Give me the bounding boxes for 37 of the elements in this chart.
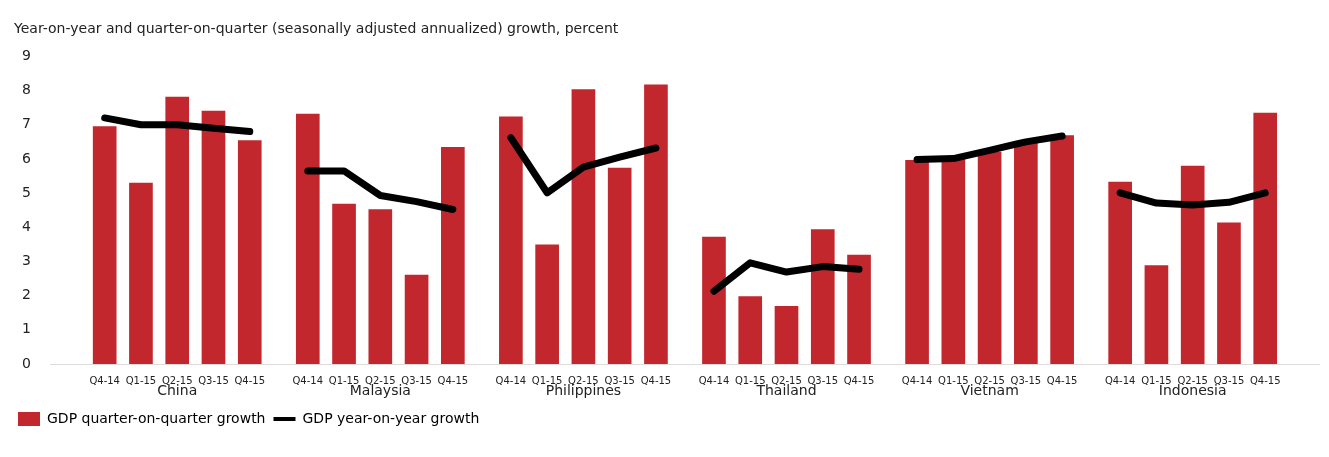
x-tick-label: Q2-15 (974, 374, 1005, 386)
x-tick-label: Q3-15 (1213, 374, 1245, 386)
x-tick-label: Q4-14 (89, 374, 120, 386)
x-tick-label: Q4-15 (1046, 374, 1078, 386)
x-tick-label: Q2-15 (1177, 374, 1208, 386)
y-tick-label: 9 (21, 47, 31, 64)
x-tick-label: Q4-15 (1249, 374, 1281, 386)
y-tick-label: 6 (21, 149, 31, 166)
x-tick-label: Q3-15 (198, 374, 229, 386)
x-tick-label: Q4-15 (843, 374, 875, 386)
y-axis-title: Year-on-year and quarter-on-quarter (seasonally adjusted annualized) growth, percent (13, 19, 620, 36)
x-tick-label: Q4-15 (640, 374, 672, 386)
x-tick-label: Q4-14 (1104, 374, 1136, 386)
x-tick-label: Q1-15 (125, 374, 157, 386)
x-tick-label: Q4-14 (292, 374, 324, 386)
x-tick-label: Q4-15 (437, 374, 469, 386)
x-tick-label: Q3-15 (401, 374, 432, 386)
y-tick-label: 0 (21, 354, 31, 371)
y-tick-label: 1 (21, 320, 31, 337)
x-tick-label: Q4-14 (901, 374, 933, 386)
x-tick-label: Q3-15 (807, 374, 839, 386)
y-tick-label: 5 (21, 183, 31, 200)
x-tick-label: Q2-15 (365, 374, 396, 386)
legend-label: GDP quarter-on-quarter growth (47, 409, 266, 426)
y-tick-label: 4 (21, 217, 31, 234)
legend-label: GDP year-on-year growth (302, 409, 480, 426)
y-tick-label: 2 (21, 286, 31, 303)
y-tick-label: 7 (21, 115, 31, 132)
x-tick-label: Q2-15 (568, 374, 599, 386)
x-tick-label: Q4-14 (698, 374, 730, 386)
x-tick-label: Q2-15 (771, 374, 802, 386)
x-tick-label: Q4-15 (234, 374, 266, 386)
x-tick-label: Q4-14 (495, 374, 527, 386)
x-tick-label: Q3-15 (604, 374, 635, 386)
y-tick-label: 8 (21, 81, 31, 98)
x-tick-label: Q3-15 (1010, 374, 1042, 386)
y-tick-label: 3 (21, 252, 31, 269)
